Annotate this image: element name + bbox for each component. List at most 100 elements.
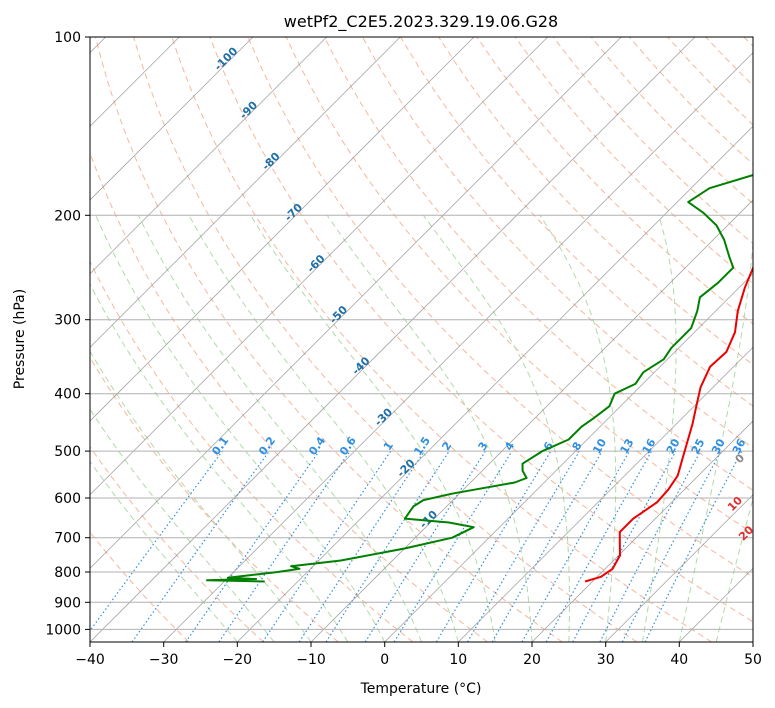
skewed-isotherm [531,420,753,642]
isotherm-label: -100 [212,44,241,73]
dry-adiabat [552,37,753,245]
mixing-ratio-label: 0.1 [209,434,231,457]
plot-frame [89,36,754,643]
isotherm-label: -90 [237,98,260,121]
y-tick-label: 900 [54,595,81,611]
mixing-ratio-line [599,450,702,642]
y-tick-label: 100 [54,30,81,46]
mixing-ratio-label: 16 [640,436,659,456]
x-tick-label: 20 [523,652,541,668]
x-tick-label: 10 [449,652,467,668]
isotherm-label: -70 [282,201,305,224]
mixing-ratio-label: 0.6 [337,434,359,458]
dry-adiabat [476,37,753,325]
mixing-ratio-line [644,450,743,642]
dry-adiabat [667,37,753,126]
isotherm-label: -60 [304,252,327,275]
dry-adiabat [590,37,753,205]
skewed-isotherm [384,273,753,642]
y-tick-label: 800 [54,565,81,581]
dry-adiabat [90,151,488,642]
mixing-ratio-label: 1.5 [411,434,433,457]
mixing-ratio-line [185,450,320,642]
moist-adiabat [422,215,570,642]
dry-adiabat [90,445,264,642]
y-tick-label: 600 [54,491,81,507]
skewed-isotherm [605,494,753,642]
dry-adiabat [90,531,190,642]
mixing-ratio-line [364,450,486,642]
x-axis: −40 −30 −20 −10 0 10 20 30 40 50 [75,642,762,668]
moist-adiabat [539,215,617,642]
mixing-ratio-line [521,450,631,642]
mixing-ratio-line [298,450,425,642]
dry-adiabat [133,37,638,642]
isotherm-label: -50 [327,303,350,326]
y-tick-label: 200 [54,208,81,224]
mixing-ratio-line [262,450,392,642]
isotherm-label: -80 [259,150,282,173]
moist-adiabat [90,283,349,642]
skewed-isotherm [90,37,254,201]
y-tick-label: 700 [54,531,81,547]
dry-adiabat [247,37,753,578]
skewed-isotherm [90,37,475,422]
mixing-ratio-label: 20 [664,436,683,456]
skewed-isotherm [237,125,753,642]
skewed-isotherm [90,37,327,275]
skewed-isotherm [90,37,548,496]
skewed-isotherm [752,641,753,642]
isotherm-label: -30 [372,405,395,428]
x-tick-label: 0 [380,652,389,668]
background-lines [90,37,753,642]
skewed-isotherm [90,37,696,642]
moist-adiabat [642,215,677,642]
mixing-ratio-label: 0.2 [256,434,278,457]
x-tick-label: −20 [223,652,253,668]
skewed-isotherm [679,567,753,642]
mixing-ratio-line [90,450,223,632]
x-tick-label: −10 [296,652,326,668]
moist-adiabat [326,215,533,642]
chart-title: wetPf2_C2E5.2023.329.19.06.G28 [284,12,558,32]
mixing-ratio-label: 36 [730,436,749,456]
line-labels: -100-90-80-70-60-50-40-30-20-100.1 0.2 0.4… [209,44,775,599]
dry-adiabat [90,260,414,642]
skewed-isotherm [310,199,753,642]
moist-adiabat-label: 10 [725,494,745,514]
y-axis: 100 200 300 400 500 600 700 800 900 1000 [45,30,90,638]
y-tick-label: 400 [54,387,81,403]
profile-lines [206,173,753,583]
dry-adiabat [285,37,753,535]
dry-adiabat [323,37,753,491]
moist-adiabat [90,408,275,642]
dry-adiabat [438,37,753,366]
moist-adiabat-label: 40 [768,579,775,599]
mixing-ratio-line [572,450,677,642]
dry-adiabat [90,356,339,642]
skewed-isotherm [163,52,753,642]
temperature-profile [584,266,753,583]
x-tick-label: 40 [670,652,688,668]
moist-adiabat-label: 30 [752,551,772,571]
dewpoint-profile [206,173,753,583]
mixing-ratio-line [393,450,513,642]
moist-adiabat [137,215,422,642]
moist-adiabat [90,350,312,642]
dry-adiabat [514,37,753,285]
skewed-isotherm [90,37,401,348]
mixing-ratio-line [218,450,351,642]
moist-adiabat [678,236,753,642]
dry-adiabat [705,37,753,87]
mixing-ratio-line [435,450,552,642]
y-axis-title: Pressure (hPa) [12,289,28,389]
isotherm-label: -20 [394,456,417,479]
x-tick-label: −40 [75,652,105,668]
mixing-ratio-label: 25 [689,437,708,457]
mixing-ratio-line [545,450,653,642]
dry-adiabat [209,37,753,623]
dry-adiabat [743,37,753,47]
dry-adiabat [95,37,563,642]
x-tick-label: 50 [744,652,762,668]
